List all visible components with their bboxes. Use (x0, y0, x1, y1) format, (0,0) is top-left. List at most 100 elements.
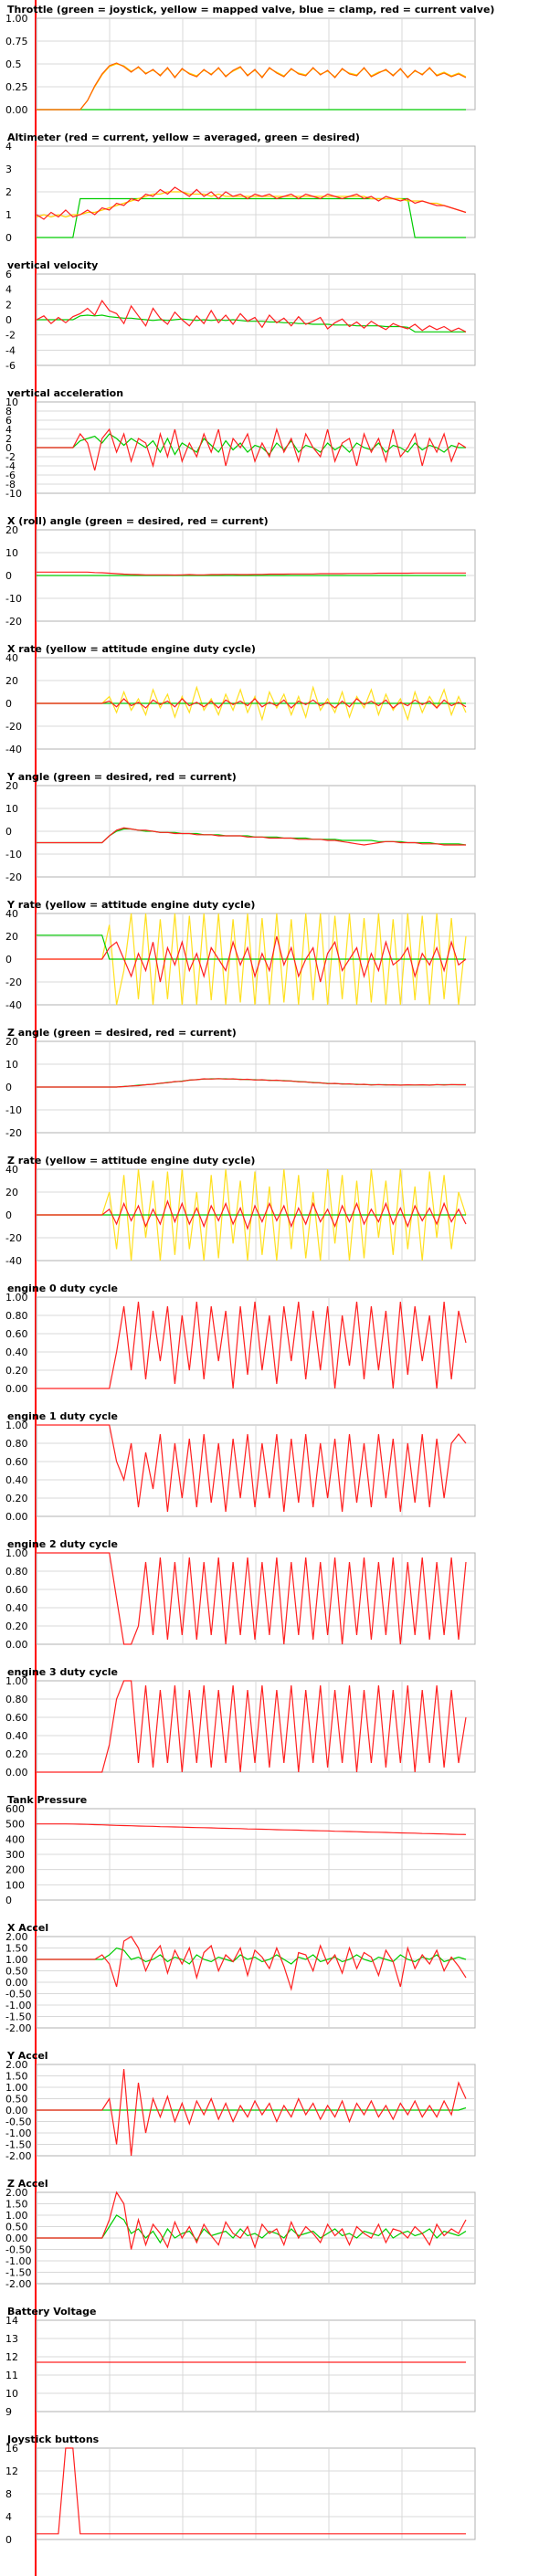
series-line-2 (37, 1199, 467, 1230)
y-tick-label: 2.00 (5, 2059, 28, 2071)
y-tick-label: 500 (5, 1819, 25, 1831)
y-tick-label: 11 (5, 2370, 18, 2381)
y-tick-label: 2 (5, 186, 12, 198)
y-tick-label: 0 (5, 314, 12, 326)
chart-title: Throttle (green = joystick, yellow = map… (7, 4, 494, 16)
y-tick-label: 20 (5, 675, 18, 687)
chart-title: X (roll) angle (green = desired, red = c… (7, 515, 269, 527)
series-line-0 (37, 1680, 467, 1773)
y-tick-label: 1.00 (5, 1420, 28, 1431)
series-line-0 (37, 2447, 466, 2535)
y-tick-label: 10 (5, 547, 18, 559)
y-tick-label: 0.50 (5, 2094, 28, 2106)
y-tick-label: -40 (5, 744, 22, 755)
y-tick-label: -20 (5, 616, 22, 628)
y-tick-label: 1 (5, 209, 12, 221)
y-tick-label: 20 (5, 1187, 18, 1198)
y-tick-label: 2 (5, 433, 12, 445)
y-tick-label: -1.00 (5, 2127, 31, 2139)
y-tick-label: 4 (5, 2511, 12, 2523)
y-tick-label: 2.00 (5, 2187, 28, 2199)
y-tick-label: 0.00 (5, 1977, 28, 1989)
y-tick-label: 0.60 (5, 1712, 28, 1724)
y-tick-label: 1.50 (5, 2199, 28, 2211)
y-tick-label: 3 (5, 164, 12, 175)
y-tick-label: 0.60 (5, 1456, 28, 1468)
y-tick-label: -6 (5, 470, 16, 481)
y-tick-label: -20 (5, 721, 22, 733)
y-tick-label: 0 (5, 826, 12, 838)
series-line-0 (37, 2214, 467, 2244)
chart-title: Joystick buttons (6, 2433, 100, 2445)
y-tick-label: 12 (5, 2351, 18, 2363)
series-line-1 (36, 300, 467, 333)
y-tick-label: -10 (5, 849, 22, 860)
chart-title: Z angle (green = desired, red = current) (7, 1027, 237, 1039)
series-line-1 (37, 934, 466, 960)
y-tick-label: 10 (5, 803, 18, 815)
y-tick-label: 10 (5, 1059, 18, 1071)
chart-title: Altimeter (red = current, yellow = avera… (7, 132, 360, 143)
chart-panel-15: X Accel2.001.501.000.500.00-0.50-1.00-1.… (5, 1922, 476, 2034)
y-tick-label: -4 (5, 460, 16, 472)
y-tick-label: -1.50 (5, 2267, 31, 2279)
chart-title: Z Accel (7, 2178, 48, 2190)
y-tick-label: 1.00 (5, 13, 28, 25)
y-tick-label: -20 (5, 1232, 22, 1244)
series-line-2 (37, 698, 467, 709)
y-tick-label: -20 (5, 1127, 22, 1139)
chart-panel-1: Altimeter (red = current, yellow = avera… (5, 132, 476, 244)
chart-title: Z rate (yellow = attitude engine duty cy… (7, 1155, 255, 1167)
series-line-0 (37, 1424, 467, 1513)
series-line-2 (37, 935, 467, 983)
y-tick-label: 0 (5, 954, 12, 966)
y-tick-label: 0 (5, 2534, 12, 2546)
y-tick-label: 1.00 (5, 1547, 28, 1559)
y-tick-label: 0.60 (5, 1328, 28, 1340)
y-tick-label: -1.50 (5, 2011, 31, 2023)
chart-panel-6: Y angle (green = desired, red = current)… (5, 771, 476, 883)
y-tick-label: 0 (5, 1082, 12, 1093)
y-tick-label: 0.20 (5, 1365, 28, 1377)
y-tick-label: -2 (5, 330, 16, 342)
y-tick-label: -40 (5, 1255, 22, 1267)
chart-panel-5: X rate (yellow = attitude engine duty cy… (5, 643, 476, 755)
series-line-2 (36, 186, 467, 220)
y-tick-label: 1.00 (5, 1954, 28, 1966)
y-tick-label: 0.60 (5, 1584, 28, 1596)
y-tick-label: 2.00 (5, 1931, 28, 1943)
y-tick-label: 1.00 (5, 2210, 28, 2222)
chart-title: vertical acceleration (7, 387, 123, 399)
y-tick-label: 6 (5, 269, 12, 280)
chart-title: Y angle (green = desired, red = current) (6, 771, 237, 783)
y-tick-label: 0.00 (5, 1767, 28, 1779)
series-line-0 (37, 1552, 467, 1645)
chart-panel-16: Y Accel2.001.501.000.500.00-0.50-1.00-1.… (5, 2050, 476, 2162)
y-tick-label: -1.50 (5, 2139, 31, 2151)
series-line-2 (37, 62, 467, 111)
y-tick-label: 4 (5, 424, 12, 436)
y-tick-label: 1.00 (5, 2082, 28, 2094)
y-tick-label: -10 (5, 488, 22, 500)
series-line-1 (37, 1078, 466, 1088)
y-tick-label: 4 (5, 284, 12, 296)
y-tick-label: 0 (5, 698, 12, 710)
y-tick-label: 0.75 (5, 36, 28, 48)
y-tick-label: 0.20 (5, 1493, 28, 1504)
y-tick-label: 0.80 (5, 1438, 28, 1450)
y-tick-label: -40 (5, 999, 22, 1011)
y-tick-label: 0.40 (5, 1730, 28, 1742)
y-tick-label: 0.00 (5, 2233, 28, 2244)
y-tick-label: -2.00 (5, 2150, 31, 2162)
chart-panel-17: Z Accel2.001.501.000.500.00-0.50-1.00-1.… (5, 2178, 476, 2290)
y-tick-label: 0.50 (5, 2222, 28, 2233)
series-line-0 (37, 685, 467, 722)
y-tick-label: 0 (5, 1209, 12, 1221)
y-tick-label: 200 (5, 1864, 25, 1876)
